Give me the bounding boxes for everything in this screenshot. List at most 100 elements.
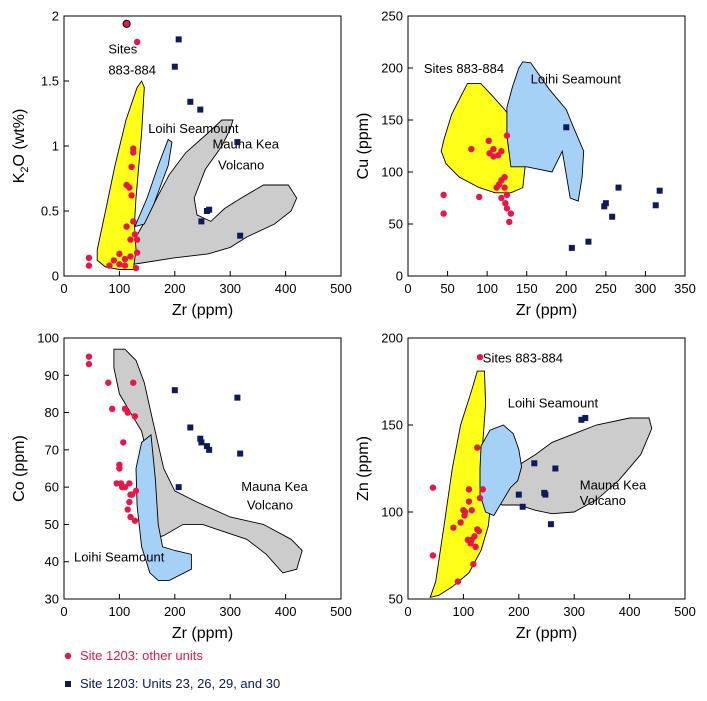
y-tick-label: 50 bbox=[45, 517, 59, 532]
x-tick-label: 200 bbox=[164, 281, 186, 296]
data-point-other-units bbox=[132, 487, 140, 495]
x-tick-label: 100 bbox=[109, 281, 131, 296]
data-point-units-23-26-29-30 bbox=[234, 394, 241, 401]
data-point-units-23-26-29-30 bbox=[578, 416, 585, 423]
legend-label: Site 1203: Units 23, 26, 29, and 30 bbox=[80, 676, 280, 691]
data-point-units-23-26-29-30 bbox=[203, 443, 210, 450]
data-point-other-units bbox=[476, 353, 484, 361]
data-point-other-units bbox=[475, 527, 483, 535]
field-annotation: Volcano bbox=[247, 498, 293, 513]
data-point-other-units bbox=[440, 210, 447, 217]
data-point-other-units bbox=[503, 132, 511, 139]
data-point-other-units bbox=[85, 254, 93, 261]
data-point-units-23-26-29-30 bbox=[615, 184, 622, 191]
data-point-other-units bbox=[479, 486, 486, 493]
x-tick-label: 50 bbox=[440, 281, 454, 296]
y-axis-label: Co (ppm) bbox=[11, 435, 28, 502]
data-point-other-units bbox=[476, 494, 484, 502]
data-point-other-units bbox=[501, 184, 508, 191]
data-point-other-units bbox=[470, 561, 477, 568]
data-point-other-units bbox=[121, 483, 129, 491]
x-tick-label: 500 bbox=[330, 604, 352, 619]
field-sites-883-884 bbox=[429, 370, 492, 598]
data-point-other-units bbox=[124, 409, 131, 416]
data-point-units-23-26-29-30 bbox=[234, 139, 241, 146]
x-tick-label: 0 bbox=[404, 281, 411, 296]
y-tick-label: 150 bbox=[381, 113, 403, 128]
data-point-other-units bbox=[113, 480, 120, 487]
field-annotation: Loihi Seamount bbox=[531, 72, 622, 87]
data-point-other-units bbox=[502, 200, 509, 207]
plot-frame bbox=[407, 337, 686, 600]
field-loihi-seamount bbox=[135, 434, 192, 581]
data-point-other-units bbox=[126, 498, 133, 506]
data-point-other-units bbox=[124, 506, 131, 513]
data-point-other-units bbox=[476, 193, 483, 201]
y-tick-label: 250 bbox=[381, 9, 403, 24]
data-point-other-units bbox=[108, 405, 116, 413]
data-point-other-units bbox=[116, 250, 123, 258]
x-tick-label: 200 bbox=[555, 281, 577, 296]
data-point-other-units bbox=[506, 218, 513, 226]
data-point-other-units bbox=[128, 192, 135, 199]
x-axis-label: Zr (ppm) bbox=[516, 302, 577, 319]
data-point-other-units bbox=[106, 262, 113, 269]
data-point-other-units bbox=[507, 210, 515, 217]
y-tick-label: 80 bbox=[45, 405, 59, 420]
y-tick-label: 0 bbox=[52, 269, 59, 284]
data-point-other-units bbox=[132, 265, 140, 272]
data-point-other-units bbox=[501, 174, 508, 181]
data-point-units-23-26-29-30 bbox=[187, 98, 194, 105]
panel-4: 0 100 200 300 400 500 50 100 150 200 Zr (ppm) Zn (p… bbox=[355, 331, 696, 643]
data-point-other-units bbox=[85, 262, 93, 269]
data-point-other-units bbox=[490, 145, 497, 153]
data-point-other-units bbox=[461, 508, 469, 516]
data-point-other-units bbox=[457, 519, 464, 526]
data-point-other-units bbox=[133, 236, 141, 243]
data-point-other-units bbox=[440, 191, 447, 199]
field-annotation: Mauna Kea bbox=[241, 479, 308, 494]
x-tick-label: 0 bbox=[60, 281, 67, 296]
data-point-other-units bbox=[131, 517, 139, 524]
data-point-units-23-26-29-30 bbox=[187, 424, 194, 431]
data-point-other-units bbox=[127, 513, 134, 521]
data-point-other-units bbox=[429, 484, 437, 491]
data-point-other-units bbox=[85, 353, 93, 360]
data-point-other-units bbox=[503, 191, 511, 199]
data-point-units-23-26-29-30 bbox=[542, 491, 549, 498]
data-point-units-23-26-29-30 bbox=[531, 460, 538, 467]
field-annotation: Mauna Kea bbox=[580, 477, 647, 492]
data-point-other-units bbox=[126, 480, 133, 487]
data-point-other-units bbox=[498, 148, 505, 155]
data-point-units-23-26-29-30 bbox=[175, 484, 182, 491]
data-point-other-units bbox=[127, 253, 134, 260]
x-axis-label: Zr (ppm) bbox=[516, 625, 577, 642]
data-point-other-units bbox=[131, 231, 139, 238]
y-tick-label: 150 bbox=[381, 418, 403, 433]
x-tick-label: 500 bbox=[330, 281, 352, 296]
data-point-units-23-26-29-30 bbox=[552, 465, 559, 472]
x-tick-label: 200 bbox=[164, 604, 186, 619]
y-tick-label: 100 bbox=[37, 331, 59, 346]
field-annotation: Sites 883-884 bbox=[483, 350, 563, 365]
y-tick-label: 60 bbox=[45, 480, 59, 495]
y-tick-label: 40 bbox=[45, 554, 59, 569]
data-point-other-units bbox=[485, 137, 492, 144]
data-point-other-units bbox=[450, 524, 457, 531]
x-tick-label: 400 bbox=[275, 281, 297, 296]
y-tick-label: 0 bbox=[396, 269, 403, 284]
field-annotation: Sites 883-884 bbox=[424, 61, 504, 76]
plot-frame bbox=[407, 15, 686, 277]
y-tick-label: 70 bbox=[45, 442, 59, 457]
field-annotation: 883-884 bbox=[108, 63, 156, 78]
data-point-other-units bbox=[465, 498, 473, 505]
y-tick-label: 30 bbox=[45, 592, 59, 607]
x-tick-label: 100 bbox=[476, 281, 498, 296]
field-annotation: Sites bbox=[108, 42, 137, 57]
x-tick-label: 300 bbox=[219, 281, 241, 296]
data-point-units-23-26-29-30 bbox=[206, 446, 213, 453]
x-tick-label: 200 bbox=[508, 604, 530, 619]
data-point-units-23-26-29-30 bbox=[602, 200, 609, 207]
